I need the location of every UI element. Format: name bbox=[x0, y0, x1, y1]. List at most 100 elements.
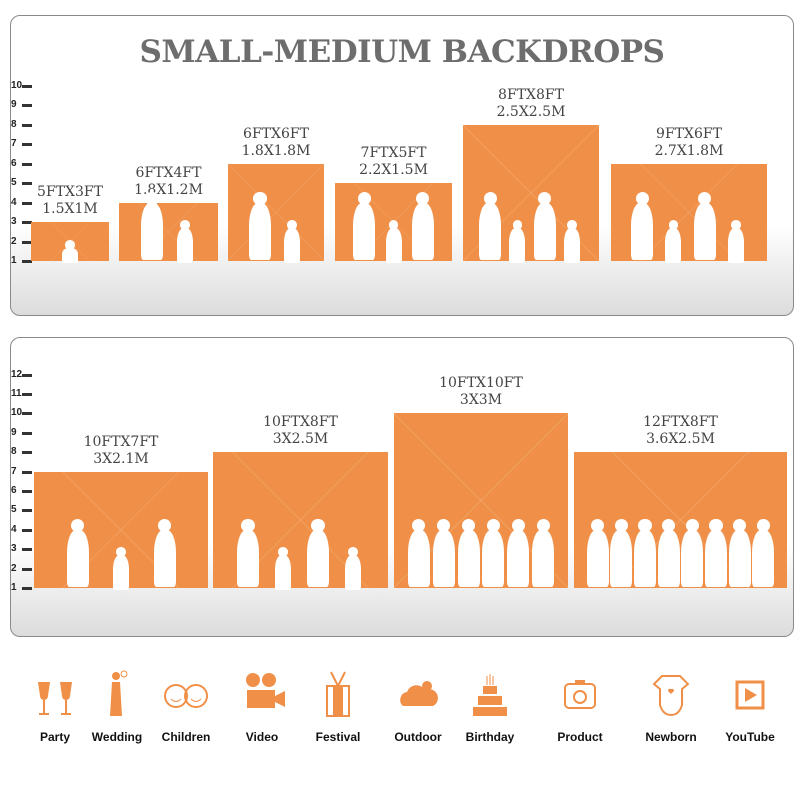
ruler-tick: 2 bbox=[11, 236, 35, 248]
person-head bbox=[486, 518, 501, 532]
person-head bbox=[287, 220, 297, 230]
person-head bbox=[437, 518, 451, 532]
ruler-tick: 6 bbox=[11, 158, 35, 170]
usage-label-youtube: YouTube bbox=[725, 730, 775, 744]
person-head bbox=[65, 240, 75, 250]
ruler-mark bbox=[22, 451, 32, 455]
person-silhouette bbox=[284, 228, 300, 264]
medium-backdrops-panel: 1 2 3 4 5 6 7 8 9 10 11 12 10FTX7FT 3X2.1M 10FTX8FT 3X2… bbox=[10, 337, 794, 637]
children-faces-icon bbox=[161, 668, 211, 720]
ruler-tick: 7 bbox=[11, 138, 35, 150]
person-head bbox=[638, 518, 652, 532]
backdrop-size-label: 10FTX7FT 3X2.1M bbox=[84, 434, 159, 468]
ruler-tick: 9 bbox=[11, 99, 35, 111]
person-head bbox=[731, 220, 741, 230]
person-silhouette bbox=[586, 530, 609, 587]
ruler-tick: 10 bbox=[11, 407, 35, 419]
person-head bbox=[512, 220, 523, 230]
person-head bbox=[311, 518, 325, 532]
ruler-mark bbox=[22, 431, 32, 435]
size-feet: 7FTX5FT bbox=[360, 145, 427, 161]
person-silhouette bbox=[533, 203, 556, 260]
backdrop-10ftx10ft bbox=[394, 413, 568, 588]
person-silhouette bbox=[657, 530, 680, 587]
person-silhouette bbox=[407, 530, 430, 587]
person-silhouette bbox=[353, 203, 376, 260]
ruler-mark bbox=[22, 104, 32, 107]
person-silhouette bbox=[681, 530, 704, 587]
person-silhouette bbox=[385, 228, 402, 264]
person-silhouette bbox=[345, 555, 361, 591]
person-head bbox=[756, 518, 770, 532]
size-feet: 12FTX8FT bbox=[643, 414, 718, 431]
small-backdrops-panel: SMALL-MEDIUM BACKDROPS 1 2 3 4 5 6 7 8 9 10 5FTX3F… bbox=[10, 15, 794, 316]
size-feet: 10FTX7FT bbox=[83, 433, 159, 450]
ruler-mark bbox=[22, 143, 32, 146]
ruler-tick: 1 bbox=[11, 255, 35, 267]
person-silhouette bbox=[113, 555, 129, 591]
person-head bbox=[685, 518, 699, 532]
ruler-tick: 9 bbox=[11, 427, 35, 439]
size-meters: 1.5X1M bbox=[42, 201, 98, 217]
person-head bbox=[591, 518, 605, 532]
person-silhouette bbox=[728, 530, 751, 587]
backdrop-size-label: 12FTX8FT 3.6X2.5M bbox=[643, 414, 718, 448]
backdrop-12ftx8ft bbox=[574, 452, 787, 588]
person-silhouette bbox=[141, 203, 163, 260]
size-meters: 2.2X1.5M bbox=[359, 162, 428, 178]
person-head bbox=[483, 191, 497, 205]
ruler-mark bbox=[22, 509, 32, 513]
camera-icon bbox=[555, 668, 605, 720]
person-silhouette bbox=[610, 530, 633, 587]
person-head bbox=[668, 220, 679, 230]
backdrop-size-label: 8FTX8FT 2.5X2.5M bbox=[497, 87, 566, 121]
person-silhouette bbox=[307, 530, 329, 587]
person-head bbox=[241, 518, 255, 532]
person-silhouette bbox=[693, 203, 716, 260]
person-silhouette bbox=[249, 203, 271, 260]
champagne-glasses-icon bbox=[30, 668, 80, 720]
ruler-tick: 5 bbox=[11, 177, 35, 189]
ruler-mark bbox=[22, 528, 32, 532]
usage-label-festival: Festival bbox=[315, 730, 361, 744]
ruler-tick: 4 bbox=[11, 197, 35, 209]
person-silhouette bbox=[479, 203, 502, 260]
person-head bbox=[70, 518, 85, 532]
backdrop-size-label: 7FTX5FT 2.2X1.5M bbox=[359, 145, 428, 179]
backdrop-6ftx6ft bbox=[228, 163, 324, 261]
ruler-tick: 5 bbox=[11, 504, 35, 516]
wedding-couple-icon bbox=[92, 668, 142, 720]
ruler-mark bbox=[22, 182, 32, 185]
person-silhouette bbox=[507, 530, 530, 587]
ruler-tick: 12 bbox=[11, 369, 35, 381]
backdrop-size-label: 6FTX4FT 1.8X1.2M bbox=[134, 165, 203, 199]
person-silhouette bbox=[665, 228, 682, 264]
ruler-mark bbox=[22, 260, 32, 263]
person-head bbox=[567, 220, 577, 230]
ruler-tick: 8 bbox=[11, 446, 35, 458]
person-head bbox=[145, 191, 159, 205]
cloud-icon bbox=[393, 668, 443, 720]
person-head bbox=[253, 191, 267, 205]
person-silhouette bbox=[432, 530, 455, 587]
size-feet: 8FTX8FT bbox=[498, 86, 564, 103]
usage-label-wedding: Wedding bbox=[91, 730, 143, 744]
person-silhouette bbox=[66, 530, 89, 587]
size-meters: 3.6X2.5M bbox=[646, 431, 715, 448]
person-head bbox=[348, 547, 358, 557]
ruler-mark bbox=[22, 162, 32, 166]
person-silhouette bbox=[752, 530, 775, 587]
usage-label-birthday: Birthday bbox=[465, 730, 515, 744]
person-silhouette bbox=[153, 530, 176, 587]
size-meters: 2.5X2.5M bbox=[496, 103, 566, 120]
person-silhouette bbox=[532, 530, 555, 587]
ruler-tick: 4 bbox=[11, 524, 35, 536]
usage-label-outdoor: Outdoor bbox=[394, 730, 442, 744]
ruler-tick: 6 bbox=[11, 485, 35, 497]
person-head bbox=[180, 220, 190, 230]
ruler-mark bbox=[22, 240, 32, 244]
size-meters: 3X2.1M bbox=[93, 450, 149, 467]
size-meters: 3X3M bbox=[459, 392, 503, 409]
person-silhouette bbox=[727, 228, 744, 264]
size-feet: 5FTX3FT bbox=[37, 184, 103, 200]
